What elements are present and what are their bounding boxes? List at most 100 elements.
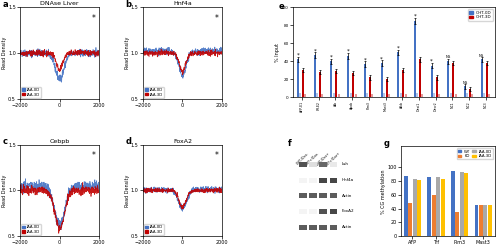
Text: OHT+/Dox+: OHT+/Dox+ xyxy=(325,151,342,168)
Bar xyxy=(316,92,318,97)
Legend: IAA-0D, IAA-3D: IAA-0D, IAA-3D xyxy=(144,87,164,98)
Bar xyxy=(436,178,440,236)
Bar xyxy=(369,77,371,97)
Bar xyxy=(310,178,317,183)
Text: d: d xyxy=(126,137,132,146)
Bar xyxy=(310,225,317,230)
Bar xyxy=(479,205,483,236)
Text: c: c xyxy=(2,137,7,146)
Bar xyxy=(320,178,327,183)
Legend: IAA-0D, IAA-3D: IAA-0D, IAA-3D xyxy=(21,224,41,235)
Bar xyxy=(320,225,327,230)
Bar xyxy=(419,60,421,97)
Bar xyxy=(460,172,464,236)
Bar xyxy=(336,71,338,97)
Y-axis label: % Input: % Input xyxy=(274,43,280,62)
Bar xyxy=(297,60,299,97)
Y-axis label: Read Density: Read Density xyxy=(124,174,130,207)
Title: Hnf4a: Hnf4a xyxy=(173,1,192,6)
Bar xyxy=(400,92,402,97)
Text: *: * xyxy=(364,57,366,62)
Bar xyxy=(319,72,321,97)
Bar xyxy=(464,86,466,97)
Legend: IAA-0D, IAA-3D: IAA-0D, IAA-3D xyxy=(21,87,41,98)
Bar xyxy=(320,193,327,198)
Bar xyxy=(398,52,400,97)
Bar xyxy=(352,73,354,97)
Y-axis label: Read Density: Read Density xyxy=(124,37,130,69)
Bar xyxy=(433,92,435,97)
Text: *: * xyxy=(314,48,316,53)
Bar xyxy=(300,92,302,97)
Bar xyxy=(383,92,385,97)
Bar xyxy=(366,92,368,97)
Bar xyxy=(302,70,304,97)
Bar xyxy=(330,178,337,183)
Text: Lsh: Lsh xyxy=(342,162,349,166)
Bar xyxy=(402,70,404,97)
Y-axis label: % CG methylation: % CG methylation xyxy=(380,169,386,214)
Bar xyxy=(472,93,474,97)
Text: b: b xyxy=(126,0,132,9)
Bar xyxy=(469,89,471,97)
Bar xyxy=(330,225,337,230)
Text: *: * xyxy=(92,14,96,23)
Bar xyxy=(452,63,454,97)
Text: NS: NS xyxy=(446,55,451,60)
Bar xyxy=(412,179,416,236)
Bar xyxy=(386,79,388,97)
Text: Actin: Actin xyxy=(342,194,352,198)
Bar xyxy=(333,92,335,97)
Bar xyxy=(350,92,352,97)
Legend: IAA-0D, IAA-3D: IAA-0D, IAA-3D xyxy=(144,224,164,235)
Text: Actin: Actin xyxy=(342,225,352,229)
Bar xyxy=(404,93,406,97)
Bar xyxy=(430,66,432,97)
Bar xyxy=(408,203,412,236)
Text: *: * xyxy=(214,14,218,23)
Bar xyxy=(320,209,327,214)
Bar xyxy=(371,93,373,97)
Bar xyxy=(354,93,356,97)
Bar xyxy=(481,60,483,97)
Bar xyxy=(451,170,455,236)
Bar xyxy=(330,162,337,167)
Bar xyxy=(330,209,337,214)
Text: e: e xyxy=(278,2,284,11)
Text: *: * xyxy=(347,49,350,54)
Bar xyxy=(436,77,438,97)
Text: *: * xyxy=(414,14,416,19)
Bar xyxy=(414,21,416,97)
Bar xyxy=(486,63,488,97)
Bar xyxy=(330,193,337,198)
Text: *: * xyxy=(380,56,383,61)
Text: *: * xyxy=(330,54,333,60)
Bar xyxy=(484,205,488,236)
Bar xyxy=(438,93,440,97)
Title: Cebpb: Cebpb xyxy=(50,138,70,144)
Text: *: * xyxy=(92,151,96,160)
Bar xyxy=(300,162,306,167)
Text: Hnf4a: Hnf4a xyxy=(342,178,354,182)
Text: FoxA2: FoxA2 xyxy=(342,210,354,214)
Title: DNAse Liver: DNAse Liver xyxy=(40,1,79,6)
Text: *: * xyxy=(296,53,300,58)
Bar xyxy=(404,176,407,236)
Text: a: a xyxy=(2,0,8,9)
Bar xyxy=(464,173,468,236)
Bar xyxy=(388,93,390,97)
Bar xyxy=(450,92,452,97)
Bar xyxy=(310,162,317,167)
Bar xyxy=(300,209,306,214)
Text: *: * xyxy=(430,59,433,64)
Bar xyxy=(483,92,485,97)
Bar xyxy=(474,205,478,236)
Legend: OHT-0D, OHT-3D: OHT-0D, OHT-3D xyxy=(468,9,493,21)
Bar xyxy=(441,179,444,236)
Bar xyxy=(466,92,468,97)
Bar xyxy=(432,195,436,236)
Bar xyxy=(321,93,323,97)
Y-axis label: Read Density: Read Density xyxy=(2,174,6,207)
Bar xyxy=(310,209,317,214)
Text: OHT-/Dox+: OHT-/Dox+ xyxy=(316,151,331,167)
